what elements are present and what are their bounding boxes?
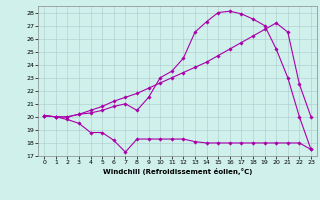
X-axis label: Windchill (Refroidissement éolien,°C): Windchill (Refroidissement éolien,°C): [103, 168, 252, 175]
